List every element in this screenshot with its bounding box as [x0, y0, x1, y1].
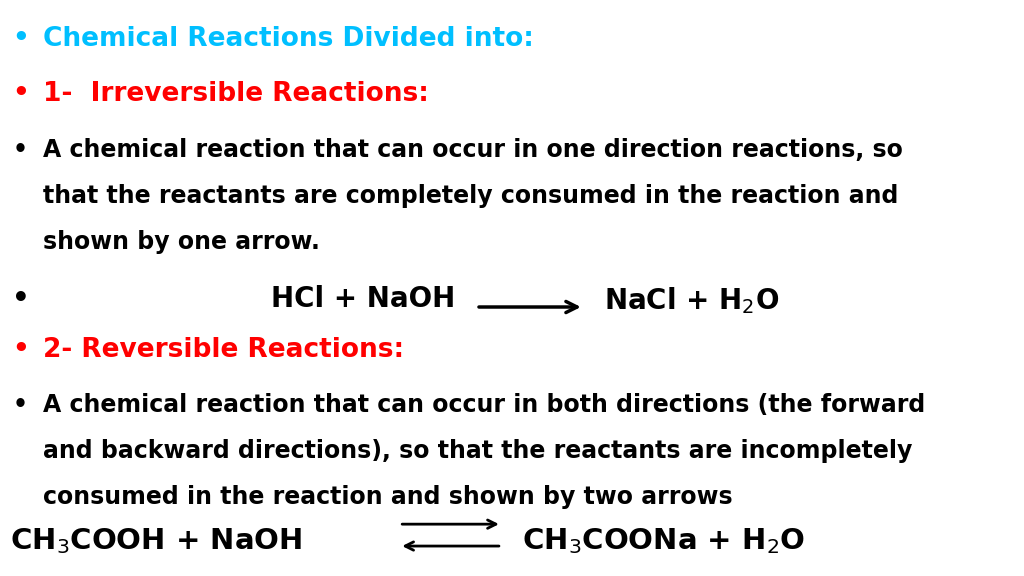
- Text: •: •: [12, 138, 28, 162]
- Text: A chemical reaction that can occur in both directions (the forward: A chemical reaction that can occur in bo…: [43, 393, 926, 417]
- Text: CH$_3$COONa + H$_2$O: CH$_3$COONa + H$_2$O: [522, 526, 806, 556]
- Text: that the reactants are completely consumed in the reaction and: that the reactants are completely consum…: [43, 184, 898, 209]
- Text: •: •: [12, 26, 29, 52]
- Text: •: •: [12, 81, 29, 107]
- Text: Chemical Reactions Divided into:: Chemical Reactions Divided into:: [43, 26, 534, 52]
- Text: •: •: [12, 285, 30, 313]
- Text: CH$_3$COOH + NaOH: CH$_3$COOH + NaOH: [10, 526, 302, 556]
- Text: consumed in the reaction and shown by two arrows: consumed in the reaction and shown by tw…: [43, 485, 732, 509]
- Text: shown by one arrow.: shown by one arrow.: [43, 230, 319, 255]
- Text: 2- Reversible Reactions:: 2- Reversible Reactions:: [43, 337, 404, 363]
- Text: HCl + NaOH: HCl + NaOH: [271, 285, 456, 313]
- Text: A chemical reaction that can occur in one direction reactions, so: A chemical reaction that can occur in on…: [43, 138, 903, 162]
- Text: and backward directions), so that the reactants are incompletely: and backward directions), so that the re…: [43, 439, 912, 463]
- Text: •: •: [12, 393, 28, 417]
- Text: 1-  Irreversible Reactions:: 1- Irreversible Reactions:: [43, 81, 429, 107]
- Text: •: •: [12, 337, 29, 363]
- Text: NaCl + H$_2$O: NaCl + H$_2$O: [604, 285, 779, 316]
